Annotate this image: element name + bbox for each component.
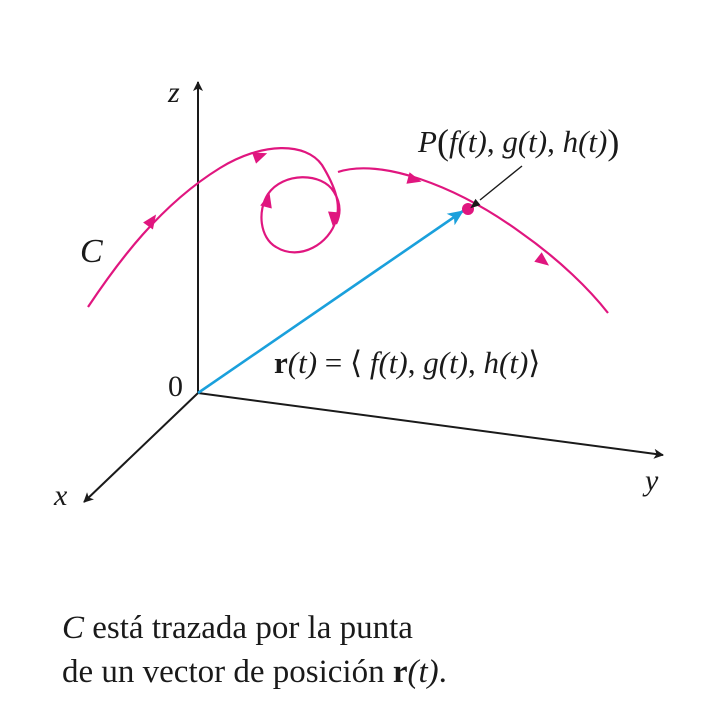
x-axis-label: x [53, 479, 68, 512]
caption-text-1: está trazada por la punta [84, 610, 413, 646]
point-label: P(f(t), g(t), h(t)) [417, 122, 619, 162]
point-p [462, 203, 474, 215]
vector-label: r(t) = ⟨ f(t), g(t), h(t)⟩ [274, 345, 540, 380]
curve-arrow [260, 193, 272, 209]
point-label-close: ) [607, 122, 619, 162]
curve-label: C [80, 233, 103, 270]
point-leader-line [479, 165, 523, 201]
curve-arrow [251, 152, 268, 164]
point-label-t2: (t) [518, 124, 547, 159]
curve-arrow [328, 211, 340, 226]
caption-text-2: de un vector de posición [62, 654, 393, 690]
space-curve [87, 147, 609, 314]
caption-period: . [438, 654, 447, 690]
curve-arrow [406, 172, 422, 184]
vector-label-r: r [274, 345, 288, 380]
vector-label-t1: (t) [378, 345, 407, 380]
y-axis-label: y [642, 464, 659, 497]
vector-label-close: ⟩ [528, 345, 540, 380]
vector-label-sep2: , [468, 345, 484, 380]
origin-label: 0 [168, 370, 183, 403]
vector-label-rt: (t) [288, 345, 317, 380]
point-leader-arrow [470, 198, 481, 209]
point-label-sep1: , [487, 124, 503, 159]
x-axis [83, 392, 199, 503]
position-vector [197, 209, 464, 395]
point-label-t1: (t) [458, 124, 487, 159]
z-axis-label: z [167, 76, 180, 109]
point-label-g: g [502, 124, 518, 159]
vector-label-t3: (t) [499, 345, 528, 380]
curve-arrow [143, 214, 157, 230]
caption-vector-r: r [392, 654, 408, 690]
caption-line-2: de un vector de posición r(t). [62, 656, 447, 689]
vector-label-sep1: , [408, 345, 424, 380]
caption-curve-name: C [62, 610, 85, 646]
vector-label-t2: (t) [439, 345, 468, 380]
caption-vector-t: (t) [407, 654, 439, 690]
point-label-t3: (t) [578, 124, 607, 159]
vector-label-h: h [484, 345, 500, 380]
vector-label-g: g [423, 345, 439, 380]
point-label-p: P [417, 124, 437, 159]
vector-label-equals: = ⟨ [317, 345, 370, 380]
point-label-h: h [563, 124, 579, 159]
point-label-open: ( [437, 122, 449, 162]
caption-line-1: C está trazada por la punta [62, 612, 413, 645]
y-axis [197, 392, 664, 459]
point-label-sep2: , [547, 124, 563, 159]
curve-arrow [534, 252, 550, 266]
